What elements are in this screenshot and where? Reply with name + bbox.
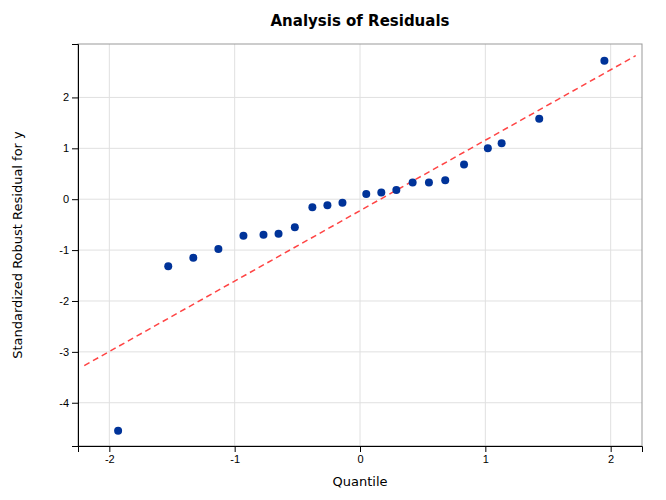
tick-label: 2	[608, 453, 614, 465]
tick-label: 1	[63, 142, 69, 154]
tick-label: -1	[59, 244, 69, 256]
point	[425, 178, 433, 186]
tick-label: -4	[59, 397, 69, 409]
grid-line-y	[78, 97, 642, 98]
point	[114, 427, 122, 435]
tick: -1	[59, 244, 78, 256]
axis-domain	[79, 447, 643, 453]
grid-line-x	[109, 44, 110, 446]
tick-mark	[72, 97, 78, 98]
tick-mark	[611, 446, 612, 452]
tick-label: 2	[63, 91, 69, 103]
tick: -3	[59, 346, 78, 358]
tick-mark	[485, 446, 486, 452]
tick-label: -1	[230, 453, 240, 465]
tick: 1	[483, 446, 489, 465]
point	[600, 57, 608, 65]
point	[377, 189, 385, 197]
reference-line	[84, 56, 635, 366]
point	[498, 139, 506, 147]
tick: 2	[608, 446, 614, 465]
tick-label: -3	[59, 346, 69, 358]
tick-label: 1	[483, 453, 489, 465]
plot-area: -2 -1 0 1 2 -4 -3 -2 -1 0 1 2	[59, 44, 642, 465]
plot-frame	[78, 44, 642, 446]
tick: -1	[230, 446, 240, 465]
grid-line-x	[360, 44, 361, 446]
point	[338, 199, 346, 207]
point	[291, 223, 299, 231]
point	[323, 201, 331, 209]
tick: -2	[105, 446, 115, 465]
point	[214, 245, 222, 253]
tick: 0	[357, 446, 363, 465]
tick-mark	[72, 199, 78, 200]
point	[239, 232, 247, 240]
point	[164, 262, 172, 270]
grid-line-y	[78, 250, 642, 251]
tick-label: 0	[357, 453, 363, 465]
point	[189, 254, 197, 262]
tick: -2	[59, 295, 78, 307]
point	[484, 144, 492, 152]
tick: 1	[63, 142, 78, 154]
tick: 2	[63, 91, 78, 103]
point	[392, 186, 400, 194]
point	[362, 190, 370, 198]
point	[275, 230, 283, 238]
grid-line-x	[610, 44, 611, 446]
tick-mark	[72, 301, 78, 302]
grid	[78, 44, 642, 446]
title: Analysis of Residuals	[270, 12, 449, 30]
grid-line-y	[78, 351, 642, 352]
tick-label: -2	[105, 453, 115, 465]
x-axis-label: Quantile	[333, 474, 388, 489]
axis-domain	[72, 45, 79, 447]
point	[460, 161, 468, 169]
tick: 0	[63, 193, 78, 205]
grid-line-y	[78, 199, 642, 200]
tick: -4	[59, 397, 78, 409]
tick-mark	[72, 250, 78, 251]
tick-mark	[235, 446, 236, 452]
tick-mark	[72, 403, 78, 404]
tick-label: 0	[63, 193, 69, 205]
tick-mark	[72, 352, 78, 353]
grid-line-y	[78, 148, 642, 149]
y-axis: -4 -3 -2 -1 0 1 2	[59, 45, 78, 447]
grid-line-y	[78, 402, 642, 403]
point	[409, 178, 417, 186]
tick-mark	[360, 446, 361, 452]
marks	[84, 56, 635, 435]
grid-line-x	[485, 44, 486, 446]
tick-mark	[109, 446, 110, 452]
x-axis: -2 -1 0 1 2	[79, 446, 643, 465]
point	[535, 115, 543, 123]
tick-mark	[72, 148, 78, 149]
grid-line-x	[234, 44, 235, 446]
point	[259, 231, 267, 239]
tick-label: -2	[59, 295, 69, 307]
grid-line-y	[78, 300, 642, 301]
y-axis-label: Standardized Robust Residual for y	[10, 131, 25, 359]
point	[308, 203, 316, 211]
point	[441, 176, 449, 184]
chart: -2 -1 0 1 2 -4 -3 -2 -1 0 1 2 Analysis of Residuals Q…	[0, 0, 666, 500]
